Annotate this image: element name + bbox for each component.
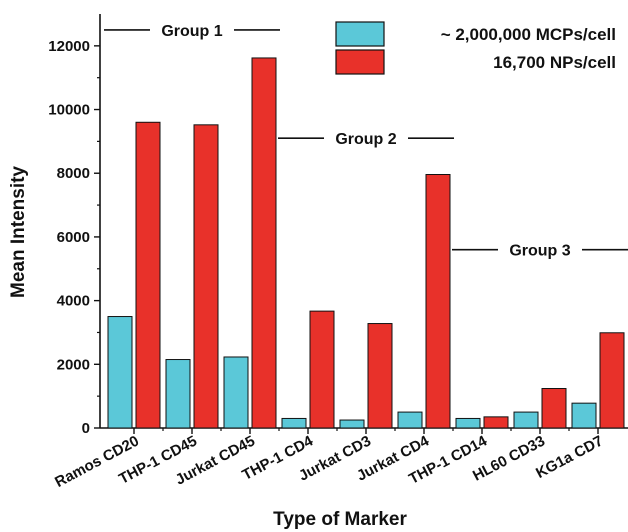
group-label: Group 2 bbox=[335, 131, 396, 148]
bar-mcps bbox=[165, 359, 191, 429]
y-tick-label: 8000 bbox=[57, 165, 90, 182]
category-label: KG1a CD7 bbox=[533, 433, 606, 482]
bar-mcps bbox=[339, 419, 365, 429]
bar-mcps bbox=[455, 417, 481, 429]
group-label: Group 1 bbox=[161, 23, 222, 40]
bar-nps bbox=[367, 323, 393, 429]
bar-mcps bbox=[571, 402, 597, 429]
y-tick-label: 10000 bbox=[48, 102, 90, 119]
bar-mcps bbox=[397, 411, 423, 429]
bar-nps bbox=[425, 174, 451, 429]
bar-nps bbox=[309, 310, 335, 429]
y-tick-label: 2000 bbox=[57, 356, 90, 373]
y-tick-label: 0 bbox=[82, 420, 90, 437]
legend-swatch bbox=[335, 21, 385, 47]
group-label: Group 3 bbox=[509, 243, 570, 260]
bar-nps bbox=[135, 121, 161, 429]
bar-nps bbox=[483, 416, 509, 429]
bar-nps bbox=[599, 332, 625, 429]
legend-label: 16,700 NPs/cell bbox=[493, 53, 616, 72]
bar-mcps bbox=[107, 316, 133, 429]
legend: ~ 2,000,000 MCPs/cell 16,700 NPs/cell bbox=[335, 21, 616, 75]
x-axis-title: Type of Marker bbox=[273, 509, 407, 530]
legend-label: ~ 2,000,000 MCPs/cell bbox=[441, 25, 616, 44]
bar-mcps bbox=[223, 356, 249, 429]
bar-mcps bbox=[513, 411, 539, 429]
y-axis-title: Mean Intensity bbox=[8, 166, 29, 298]
bar-mcps bbox=[281, 417, 307, 429]
y-tick-label: 12000 bbox=[48, 38, 90, 55]
legend-swatch bbox=[335, 49, 385, 75]
group-annotations: Group 1 Group 2 Group 3 bbox=[104, 23, 628, 260]
y-tick-label: 6000 bbox=[57, 229, 90, 246]
bar-nps bbox=[193, 124, 219, 429]
bar-nps bbox=[541, 388, 567, 429]
bars bbox=[107, 57, 625, 429]
y-tick-label: 4000 bbox=[57, 293, 90, 310]
bar-nps bbox=[251, 57, 277, 429]
